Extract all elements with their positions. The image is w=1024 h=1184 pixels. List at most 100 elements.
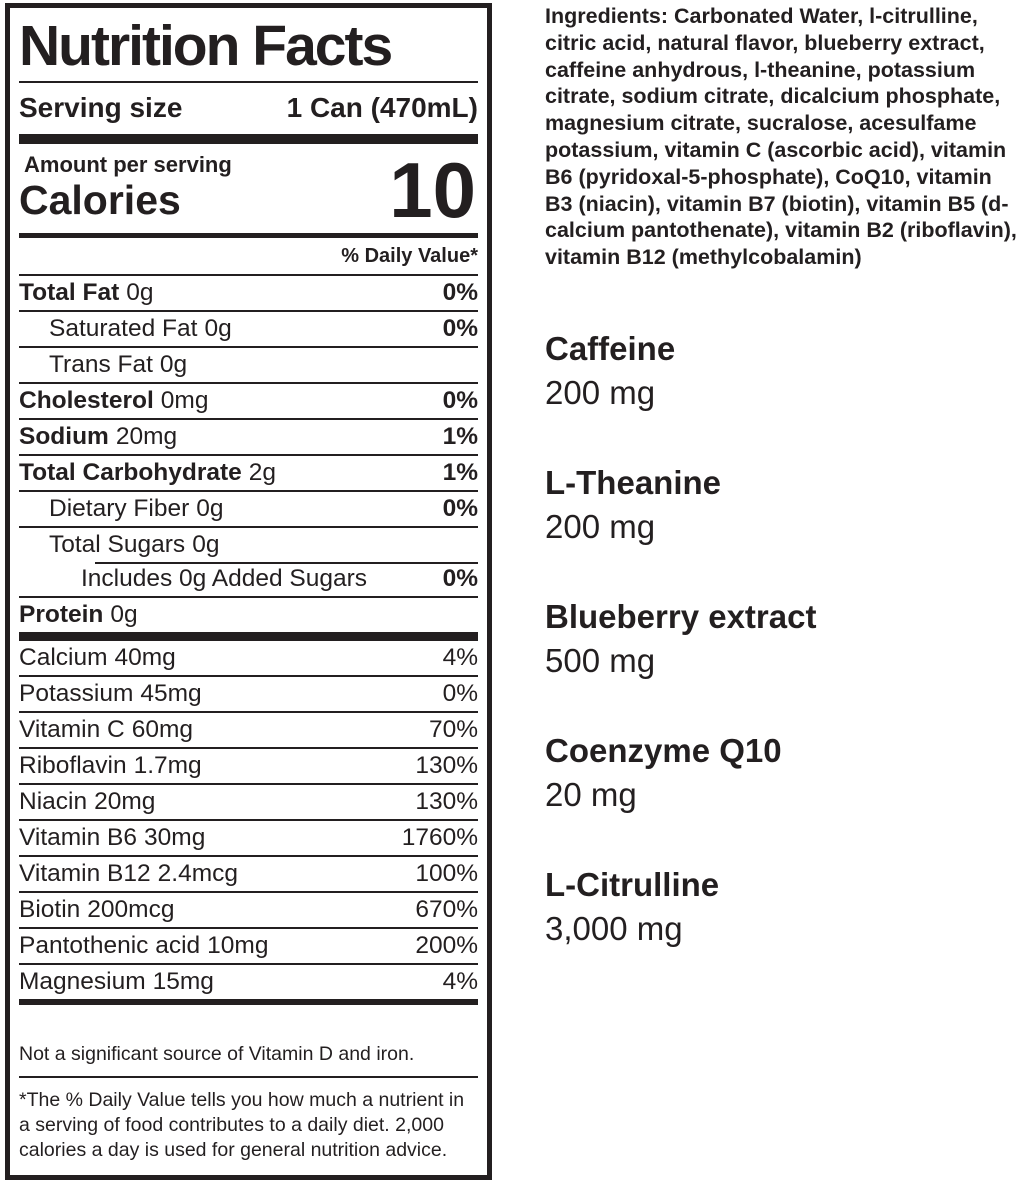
nutrient-dv: 70% — [428, 716, 478, 744]
supplement-name: L-Citrulline — [545, 865, 720, 903]
daily-value-footnote: *The % Daily Value tells you how much a … — [19, 1089, 465, 1161]
supplement-item: L-Theanine 200 mg — [545, 461, 1023, 549]
thick-divider — [19, 134, 478, 144]
nutrient-amount: 0g — [192, 531, 220, 559]
nutrient-amount: 0g — [204, 315, 232, 343]
nutrient-amount: 200mcg — [87, 896, 175, 924]
nutrient-row: Includes 0g Added Sugars 0% — [19, 562, 478, 596]
nutrient-amount: 0g — [126, 279, 154, 307]
nutrient-amount: 2g — [248, 459, 277, 487]
supplement-item: Blueberry extract 500 mg — [545, 595, 1023, 683]
nutrient-dv: 100% — [415, 860, 478, 888]
nutrient-amount: 0mg — [160, 387, 209, 415]
supplement-item: Caffeine 200 mg — [545, 327, 1023, 415]
nutrient-dv: 0% — [442, 315, 478, 343]
medium-divider — [19, 999, 478, 1006]
nutrient-name: Niacin — [19, 788, 88, 816]
nutrient-name: Vitamin C — [19, 716, 125, 744]
nutrient-row: Calcium 40mg 4% — [19, 641, 478, 675]
nutrient-amount: 0g — [159, 351, 188, 379]
label-footer: Not a significant source of Vitamin D an… — [19, 1034, 478, 1175]
nutrient-name: Protein — [19, 601, 104, 629]
supplement-name: L-Theanine — [545, 463, 722, 501]
micronutrient-table: Calcium 40mg 4% Potassium 45mg 0% Vitamin … — [19, 641, 478, 999]
nutrient-row: Sodium 20mg 1% — [19, 418, 478, 454]
nutrient-row: Total Sugars 0g — [19, 526, 478, 562]
nutrient-name: Includes 0g Added Sugars — [81, 565, 368, 593]
supplement-amount: 3,000 mg — [545, 909, 683, 947]
nutrient-dv: 200% — [415, 932, 478, 960]
daily-value-header: % Daily Value* — [341, 245, 478, 268]
calories-labels: Amount per serving Calories — [19, 152, 232, 223]
nutrient-name: Dietary Fiber — [49, 495, 190, 523]
nutrient-amount: 20mg — [94, 788, 156, 816]
nutrient-name: Vitamin B12 — [19, 860, 151, 888]
main-nutrient-table: Total Fat 0g 0% Saturated Fat 0g 0% Trans … — [19, 274, 478, 632]
nutrient-dv: 1% — [442, 423, 478, 451]
nutrient-row: Vitamin B6 30mg 1760% — [19, 819, 478, 855]
calories-block: Amount per serving Calories 10 — [19, 144, 478, 233]
nutrient-row: Pantothenic acid 10mg 200% — [19, 927, 478, 963]
divider — [19, 1076, 478, 1078]
supplement-amount: 20 mg — [545, 775, 637, 813]
nutrient-amount: 30mg — [144, 824, 206, 852]
calories-label: Calories — [19, 177, 181, 223]
supplement-name: Blueberry extract — [545, 597, 817, 635]
nutrient-row: Potassium 45mg 0% — [19, 675, 478, 711]
nutrient-name: Total Fat — [19, 279, 120, 307]
nutrient-amount: 1.7mg — [133, 752, 202, 780]
nutrient-dv: 1760% — [401, 824, 478, 852]
nutrient-dv: 0% — [442, 495, 478, 523]
nutrient-dv: 4% — [442, 644, 478, 672]
nutrient-dv: 1% — [442, 459, 478, 487]
nutrient-name: Vitamin B6 — [19, 824, 138, 852]
right-panel: Ingredients: Carbonated Water, l-citrull… — [545, 3, 1023, 997]
nutrient-name: Saturated Fat — [49, 315, 198, 343]
nutrient-name: Cholesterol — [19, 387, 154, 415]
nutrient-name: Calcium — [19, 644, 108, 672]
nutrition-facts-panel: Nutrition Facts Serving size 1 Can (470m… — [5, 3, 492, 1180]
ingredients-paragraph: Ingredients: Carbonated Water, l-citrull… — [545, 4, 1017, 270]
nutrient-amount: 60mg — [131, 716, 194, 744]
nutrient-name: Total Carbohydrate — [19, 459, 242, 487]
serving-size-value: 1 Can (470mL) — [286, 92, 478, 123]
nutrient-dv: 0% — [442, 680, 478, 708]
serving-size-label: Serving size — [19, 92, 183, 123]
calories-value: 10 — [389, 146, 476, 235]
medium-divider — [19, 233, 478, 239]
nutrient-dv: 0% — [442, 565, 478, 593]
nutrient-row: Cholesterol 0mg 0% — [19, 382, 478, 418]
nutrient-dv: 670% — [415, 896, 478, 924]
supplement-item: L-Citrulline 3,000 mg — [545, 863, 1023, 951]
supplement-amount: 200 mg — [545, 507, 656, 545]
nutrient-name: Potassium — [19, 680, 134, 708]
nutrient-row: Saturated Fat 0g 0% — [19, 310, 478, 346]
nutrient-row: Total Fat 0g 0% — [19, 274, 478, 310]
nutrition-facts-title: Nutrition Facts — [19, 14, 393, 78]
nutrient-dv: 0% — [442, 387, 478, 415]
not-significant-note: Not a significant source of Vitamin D an… — [19, 1043, 415, 1065]
nutrient-dv: 130% — [415, 788, 478, 816]
nutrient-name: Magnesium — [19, 968, 146, 996]
supplement-amount: 500 mg — [545, 641, 656, 679]
nutrient-name: Total Sugars — [49, 531, 186, 559]
nutrient-dv: 4% — [442, 968, 478, 996]
supplement-list: Caffeine 200 mg L-Theanine 200 mg Bluebe… — [545, 327, 1023, 951]
nutrient-amount: 2.4mcg — [157, 860, 238, 888]
nutrient-row: Trans Fat 0g — [19, 346, 478, 382]
nutrient-amount: 40mg — [114, 644, 176, 672]
nutrient-amount: 15mg — [152, 968, 214, 996]
supplement-item: Coenzyme Q10 20 mg — [545, 729, 1023, 817]
nutrient-dv: 130% — [415, 752, 478, 780]
nutrient-name: Pantothenic acid — [19, 932, 201, 960]
nutrient-row: Dietary Fiber 0g 0% — [19, 490, 478, 526]
nutrient-row: Vitamin C 60mg 70% — [19, 711, 478, 747]
nutrient-row: Biotin 200mcg 670% — [19, 891, 478, 927]
nutrient-row: Magnesium 15mg 4% — [19, 963, 478, 999]
nutrient-name: Riboflavin — [19, 752, 127, 780]
nutrient-row: Riboflavin 1.7mg 130% — [19, 747, 478, 783]
serving-size-row: Serving size 1 Can (470mL) — [19, 83, 478, 134]
supplement-name: Coenzyme Q10 — [545, 731, 782, 769]
nutrient-dv: 0% — [442, 279, 478, 307]
nutrient-row: Vitamin B12 2.4mcg 100% — [19, 855, 478, 891]
